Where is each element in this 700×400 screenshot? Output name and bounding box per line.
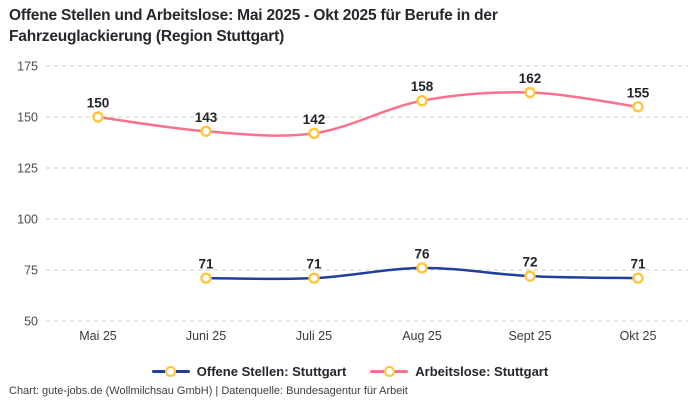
- chart-title-line-1: Offene Stellen und Arbeitslose: Mai 2025…: [9, 7, 498, 24]
- data-point-label: 150: [87, 96, 110, 111]
- attribution-text: Chart: gute-jobs.de (Wollmilchsau GmbH) …: [9, 385, 408, 397]
- y-axis-tick-label: 75: [24, 264, 38, 278]
- chart-title-line-2: Fahrzeuglackierung (Region Stuttgart): [9, 28, 285, 45]
- y-axis-tick-label: 125: [17, 162, 38, 176]
- x-axis-tick-label: Okt 25: [620, 329, 657, 343]
- data-point-marker[interactable]: [524, 270, 536, 282]
- line-chart: 50 75 100 125 150 175 Mai 25 Juni 25 Juli 25 Aug …: [17, 60, 688, 343]
- legend-item-offene-stellen[interactable]: Offene Stellen: Stuttgart: [151, 363, 347, 379]
- data-point-label: 71: [306, 257, 322, 272]
- chart-title: Offene Stellen und Arbeitslose: Mai 2025…: [9, 5, 498, 47]
- y-axis-tick-label: 100: [17, 213, 38, 227]
- x-axis-tick-label: Sept 25: [508, 329, 551, 343]
- data-point-label: 162: [519, 71, 542, 86]
- data-point-marker[interactable]: [200, 125, 212, 137]
- data-point-label: 71: [198, 257, 214, 272]
- data-point-marker[interactable]: [200, 272, 212, 284]
- x-axis-tick-label: Aug 25: [402, 329, 442, 343]
- data-point-label: 72: [522, 255, 537, 270]
- data-point-marker[interactable]: [308, 127, 320, 140]
- x-axis-tick-label: Juni 25: [186, 329, 226, 343]
- data-point-label: 158: [411, 79, 434, 94]
- data-point-marker[interactable]: [416, 94, 428, 107]
- series-line: [96, 91, 640, 137]
- legend-marker-ring-icon: [165, 365, 177, 377]
- data-point-label: 155: [627, 85, 650, 100]
- data-point-marker[interactable]: [92, 111, 104, 123]
- legend-label-arbeitslose: Arbeitslose: Stuttgart: [415, 363, 549, 379]
- legend-label-offene-stellen: Offene Stellen: Stuttgart: [196, 363, 347, 379]
- legend-line-sample-pink: [370, 365, 409, 377]
- data-point-marker[interactable]: [632, 272, 644, 284]
- chart-legend: Offene Stellen: Stuttgart Arbeitslose: S…: [0, 359, 700, 383]
- data-point-marker[interactable]: [632, 101, 644, 113]
- data-point-label: 71: [630, 257, 646, 272]
- data-point-label: 76: [414, 246, 430, 261]
- data-point-label: 142: [303, 112, 326, 127]
- data-point-label: 143: [195, 110, 218, 125]
- legend-item-arbeitslose[interactable]: Arbeitslose: Stuttgart: [370, 364, 548, 379]
- legend-line-sample-blue: [151, 365, 190, 377]
- x-axis-tick-label: Juli 25: [296, 329, 332, 343]
- data-point-marker[interactable]: [416, 262, 428, 274]
- x-axis-tick-label: Mai 25: [79, 329, 117, 343]
- legend-marker-ring-icon: [383, 365, 395, 377]
- y-axis-tick-label: 50: [24, 315, 38, 329]
- data-point-marker[interactable]: [308, 272, 320, 284]
- data-point-marker[interactable]: [524, 86, 536, 99]
- y-axis-tick-label: 150: [17, 111, 38, 125]
- y-axis-tick-label: 175: [17, 60, 38, 74]
